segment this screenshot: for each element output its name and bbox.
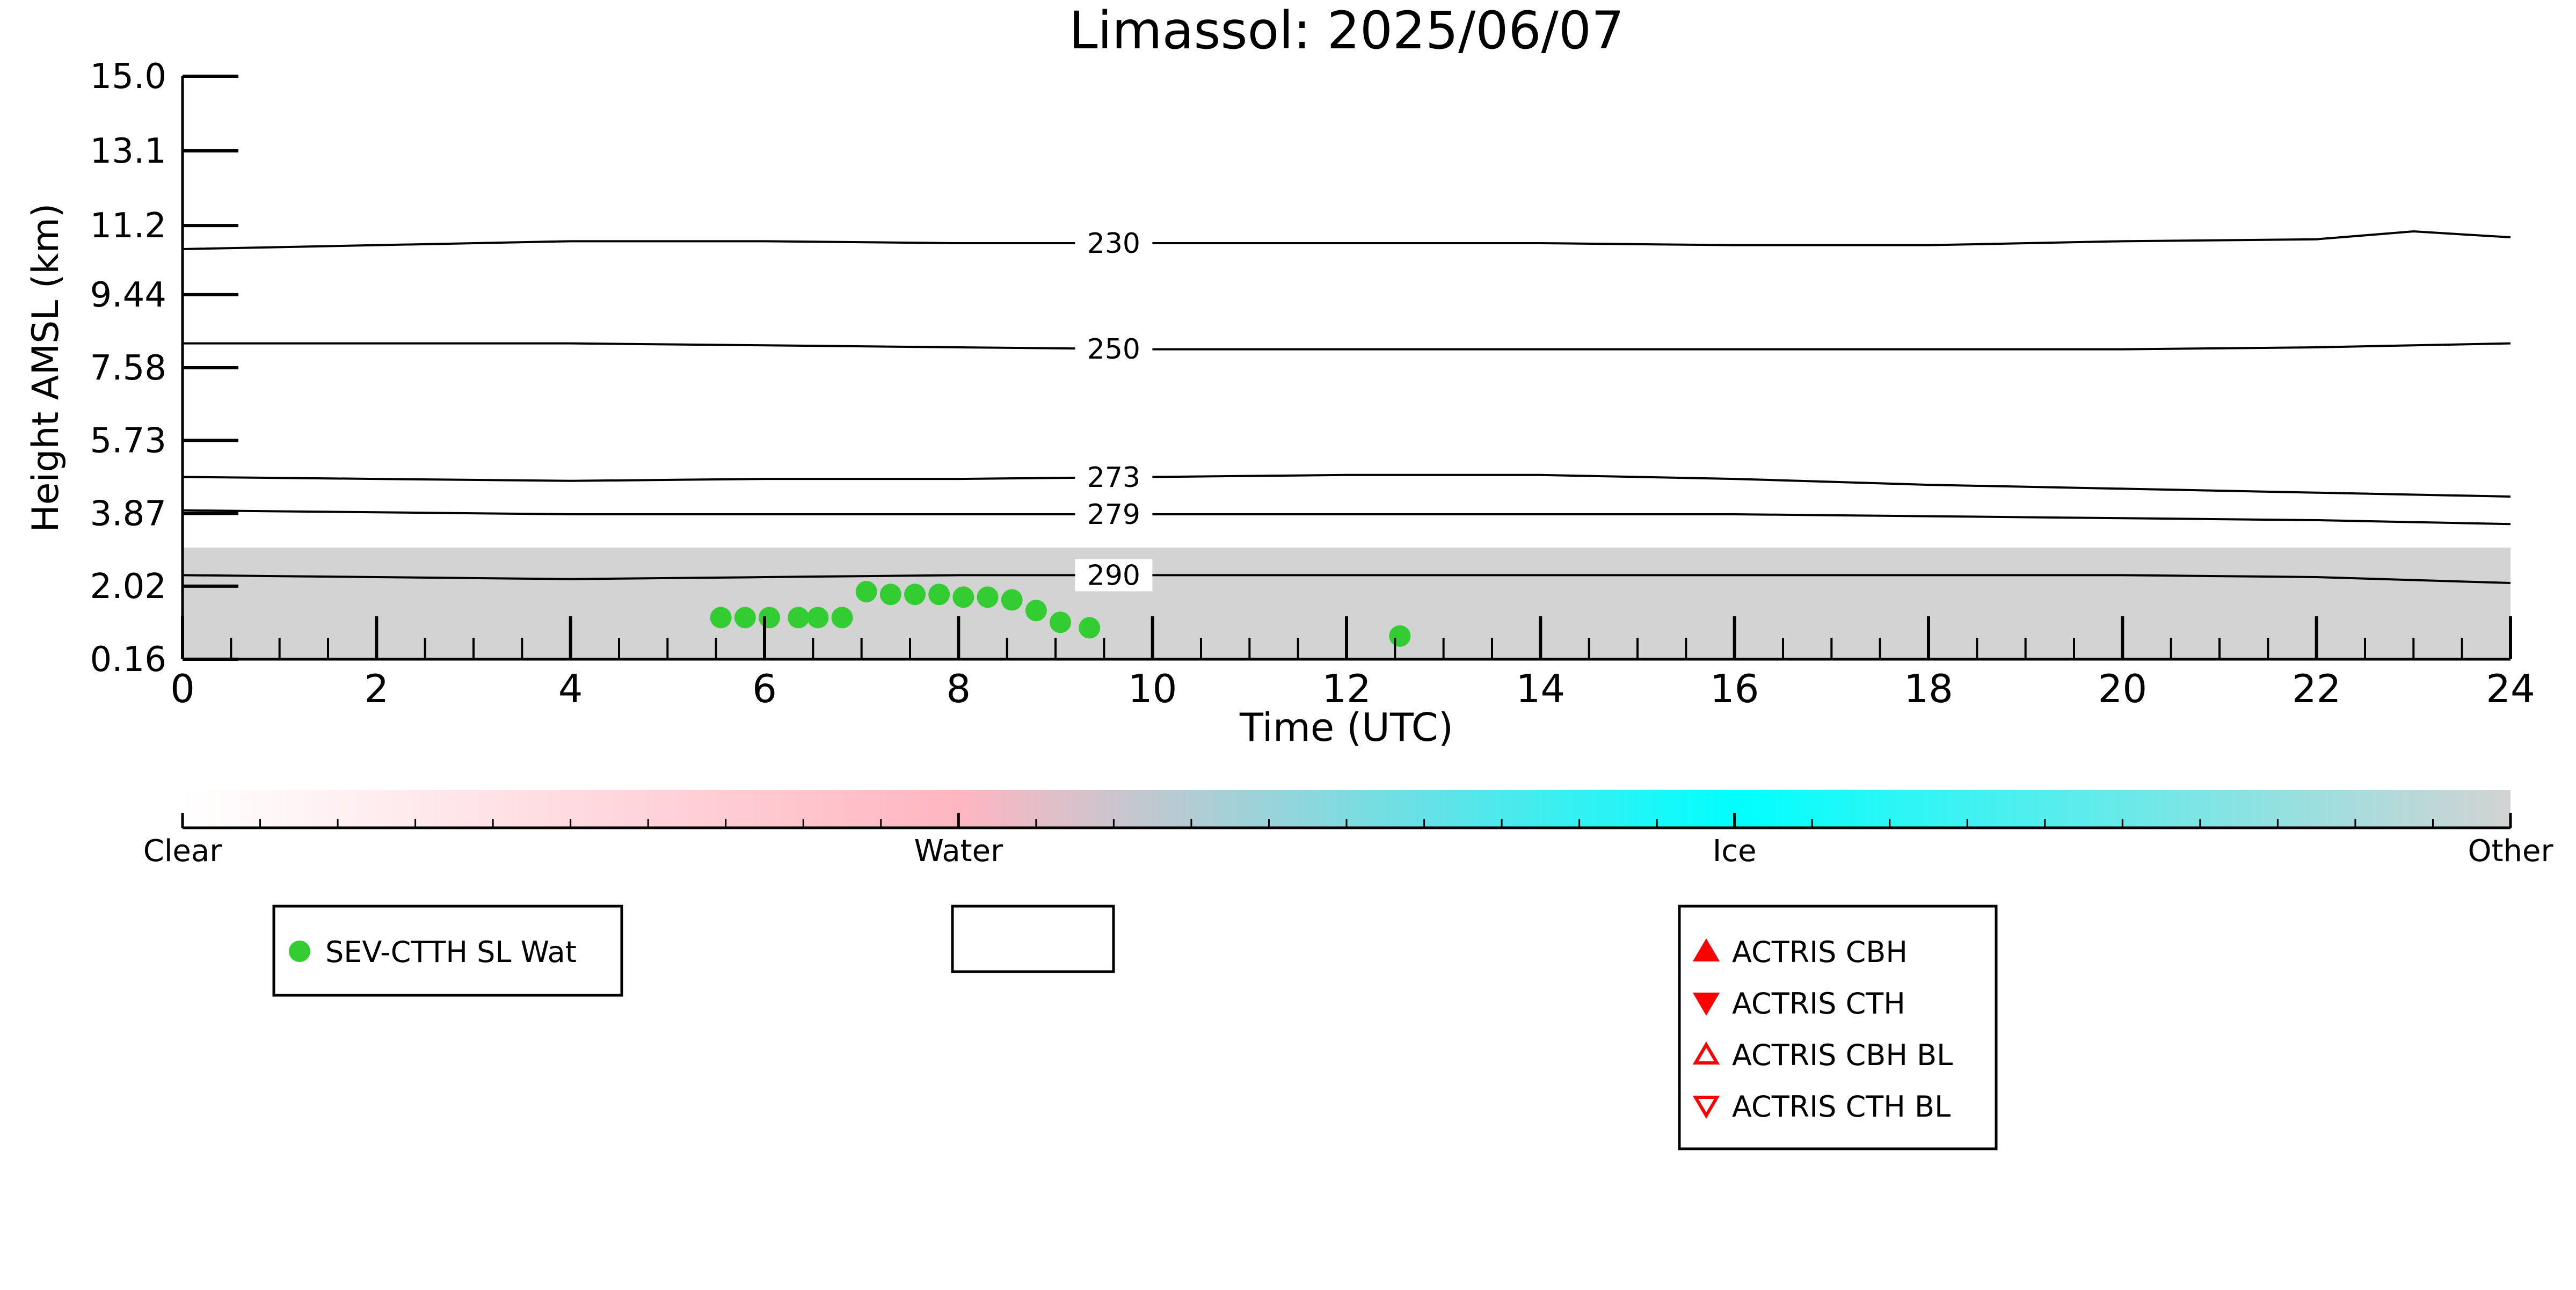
contour-label-bg-230	[1075, 227, 1153, 260]
data-point-sev-ctth	[904, 584, 926, 606]
contour-label-273: 273	[1087, 462, 1140, 494]
contour-line-290	[182, 574, 2511, 585]
contour-label-250: 250	[1087, 333, 1140, 366]
legend-marker-actris-cbh	[1692, 938, 1720, 961]
data-point-sev-ctth	[855, 581, 877, 603]
contour-line-230	[182, 230, 2511, 250]
colorbar-label-clear: Clear	[143, 834, 222, 869]
x-tick-label: 0	[170, 666, 195, 711]
y-tick-label: 3.87	[90, 494, 167, 534]
data-point-sev-ctth	[1389, 625, 1411, 647]
data-point-sev-ctth	[807, 607, 829, 629]
legend-label-actris-cth: ACTRIS CTH	[1732, 987, 1905, 1021]
colorbar-label-water: Water	[914, 834, 1004, 869]
x-tick-label: 20	[2098, 666, 2148, 711]
contour-label-230: 230	[1087, 228, 1140, 260]
legend-marker-sev-ctth	[289, 941, 310, 962]
colorbar: Clear Water Ice Other	[143, 790, 2553, 869]
x-tick-label: 16	[1710, 666, 1759, 711]
legend-marker-actris-cbh-bl	[1692, 1041, 1720, 1065]
contour-line-279	[182, 509, 2511, 526]
colorbar-label-ice: Ice	[1713, 834, 1757, 869]
contour-label-bg-250	[1075, 332, 1153, 365]
chart-title: Limassol: 2025/06/07	[1069, 1, 1624, 61]
data-point-sev-ctth	[788, 607, 810, 629]
legend-label-actris-cth-bl: ACTRIS CTH BL	[1732, 1090, 1951, 1124]
data-point-sev-ctth	[710, 607, 732, 629]
x-tick-label: 22	[2292, 666, 2341, 711]
x-tick-label: 6	[752, 666, 777, 711]
y-tick-label: 13.1	[90, 132, 167, 171]
contour-label-290: 290	[1087, 559, 1140, 592]
x-tick-label: 8	[946, 666, 971, 711]
data-point-sev-ctth	[1001, 589, 1023, 611]
y-tick-label: 0.16	[90, 640, 167, 680]
y-axis-title: Height AMSL (km)	[25, 203, 67, 533]
legend-marker-actris-cth-bl	[1692, 1096, 1720, 1119]
data-point-sev-ctth	[734, 607, 756, 629]
legend-left: SEV-CTTH SL Wat	[272, 905, 623, 997]
legend-label-actris-cbh: ACTRIS CBH	[1732, 935, 1908, 969]
x-tick-label: 2	[364, 666, 389, 711]
data-point-sev-ctth	[759, 607, 781, 629]
legend-empty-box	[951, 905, 1115, 973]
x-tick-label: 4	[558, 666, 583, 711]
legend-marker-actris-cth	[1692, 993, 1720, 1016]
data-point-sev-ctth	[879, 584, 901, 606]
contour-label-bg-273	[1075, 461, 1153, 494]
y-tick-label: 11.2	[90, 206, 167, 246]
contour-label-279: 279	[1087, 499, 1140, 531]
data-point-sev-ctth	[952, 586, 974, 608]
contour-label-bg-279	[1075, 498, 1153, 530]
data-point-sev-ctth	[831, 607, 853, 629]
legend-left-frame	[272, 905, 623, 997]
x-axis-title: Time (UTC)	[1239, 705, 1453, 750]
y-tick-label: 5.73	[90, 421, 167, 461]
y-tick-label: 15.0	[90, 57, 167, 97]
data-point-sev-ctth	[1025, 600, 1047, 622]
colorbar-label-other: Other	[2468, 834, 2553, 869]
y-tick-label: 9.44	[90, 275, 167, 315]
data-point-sev-ctth	[1050, 611, 1072, 633]
x-tick-label: 24	[2486, 666, 2535, 711]
legend-right-frame	[1678, 905, 1998, 1150]
x-tick-label: 10	[1128, 666, 1177, 711]
legend-label-actris-cbh-bl: ACTRIS CBH BL	[1732, 1038, 1953, 1072]
y-tick-label: 7.58	[90, 348, 167, 388]
data-point-sev-ctth	[977, 586, 999, 608]
x-tick-label: 14	[1516, 666, 1566, 711]
data-point-sev-ctth	[1079, 617, 1101, 639]
x-tick-label: 12	[1322, 666, 1371, 711]
data-point-sev-ctth	[928, 584, 950, 606]
legend-right: ACTRIS CBH ACTRIS CTH ACTRIS CBH BL ACTRIS …	[1678, 905, 1998, 1150]
contour-line-273	[182, 473, 2511, 498]
legend-label-sev-ctth: SEV-CTTH SL Wat	[325, 935, 577, 969]
y-tick-label: 2.02	[90, 567, 167, 607]
contour-line-250	[183, 342, 2511, 351]
x-tick-label: 18	[1904, 666, 1953, 711]
contour-label-bg-290	[1075, 559, 1153, 592]
